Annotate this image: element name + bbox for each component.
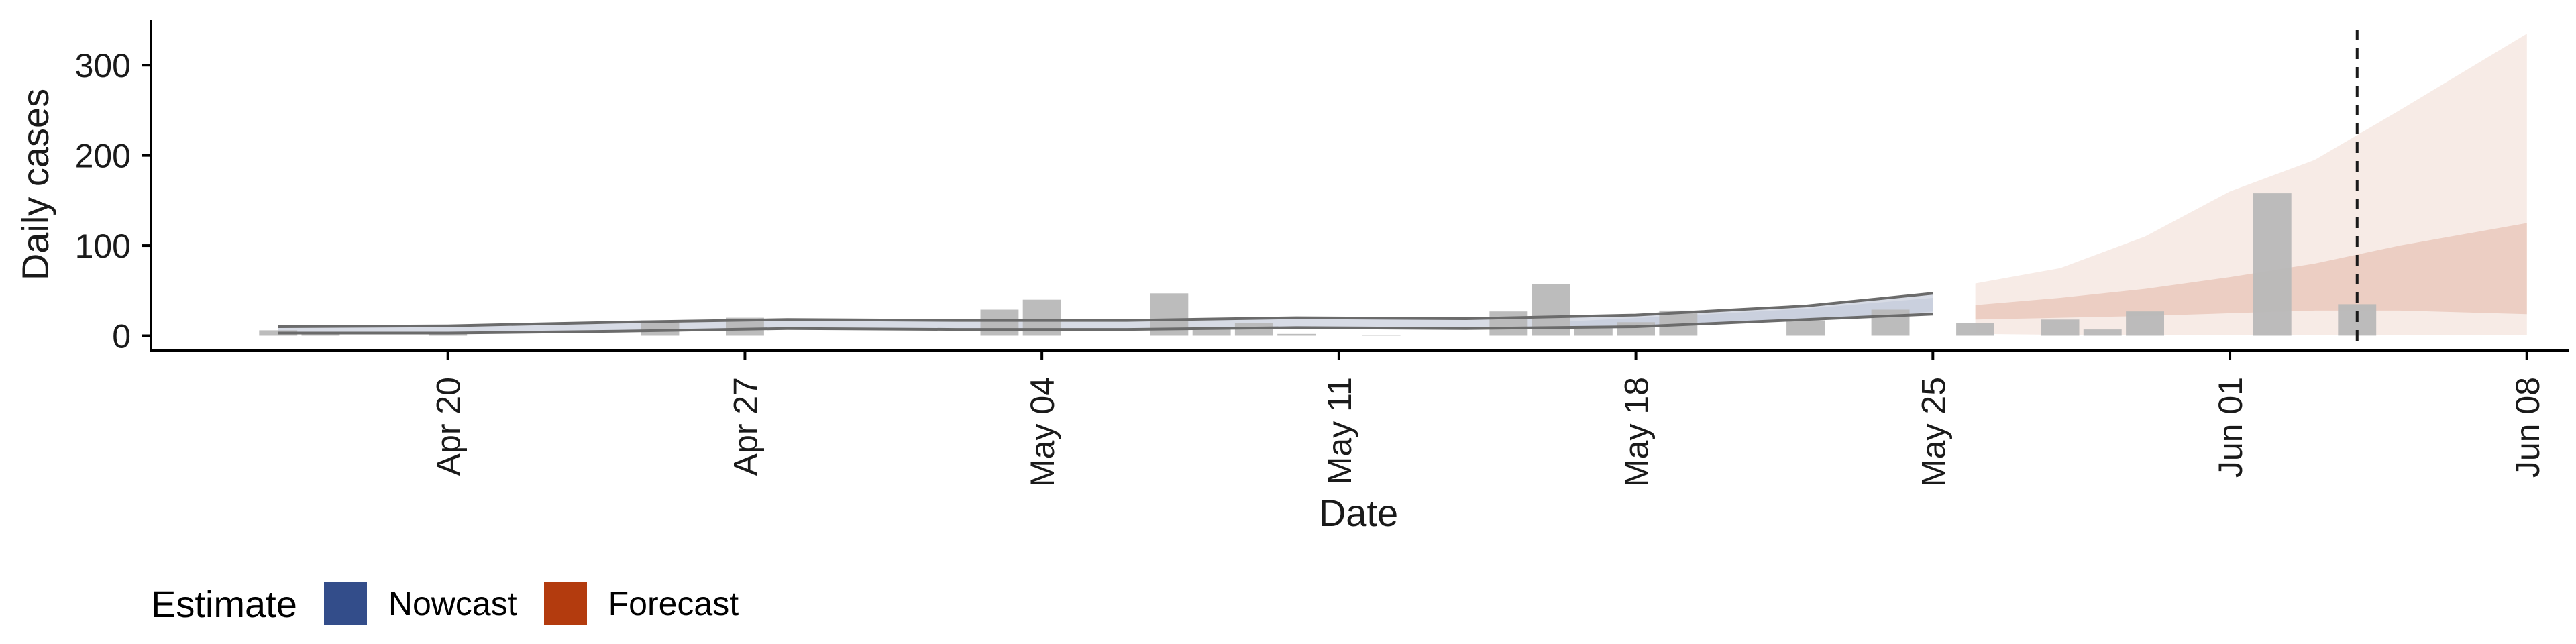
legend-label-forecast: Forecast (608, 585, 739, 623)
legend-swatch-forecast (543, 582, 587, 625)
x-tick-label: May 25 (1915, 377, 1952, 487)
observed-case-bar (2041, 319, 2080, 336)
observed-case-bar (1234, 323, 1273, 336)
observed-case-bar (2253, 193, 2292, 336)
observed-case-bar (1956, 323, 1994, 336)
observed-case-bar (1617, 322, 1655, 336)
observed-case-bar (2126, 311, 2164, 336)
legend-title: Estimate (151, 582, 297, 625)
legend-item-forecast: Forecast (543, 582, 739, 625)
observed-case-bar (1574, 327, 1613, 336)
x-tick-label: May 18 (1618, 377, 1656, 487)
plot-area: 0 100 200 300 Apr 20 Apr 27 May 04 May 11 May 18… (75, 20, 2569, 487)
observed-case-bar (1871, 309, 1910, 336)
observed-case-bar (2083, 329, 2122, 336)
forecast-outer-band (1975, 34, 2527, 335)
y-tick-label: 300 (75, 47, 131, 85)
y-axis-title: Daily cases (14, 89, 56, 280)
x-tick-label: Apr 27 (727, 377, 764, 476)
x-tick-label: May 04 (1024, 377, 1061, 487)
legend: Estimate Nowcast Forecast (151, 577, 765, 631)
legend-swatch-nowcast (323, 582, 367, 625)
x-axis-title: Date (1319, 492, 1398, 534)
observed-case-bar (980, 309, 1019, 336)
x-tick-label: Jun 08 (2509, 377, 2546, 478)
x-tick-label: Jun 01 (2212, 377, 2249, 478)
observed-case-bar (1489, 311, 1528, 336)
observed-case-bar (429, 333, 468, 336)
estimate-upper-line (278, 292, 1933, 328)
observed-case-bar (1786, 320, 1825, 336)
y-tick-label: 200 (75, 138, 131, 175)
y-tick-label: 0 (112, 317, 131, 355)
x-tick-label: May 11 (1321, 377, 1358, 484)
legend-label-nowcast: Nowcast (388, 585, 517, 623)
observed-case-bar (1277, 333, 1316, 336)
x-tick-label: Apr 20 (430, 377, 468, 476)
y-tick-label: 100 (75, 227, 131, 265)
estimate-lower-line (278, 313, 1933, 335)
legend-item-nowcast: Nowcast (323, 582, 517, 625)
forecast-inner-band (1975, 223, 2527, 320)
